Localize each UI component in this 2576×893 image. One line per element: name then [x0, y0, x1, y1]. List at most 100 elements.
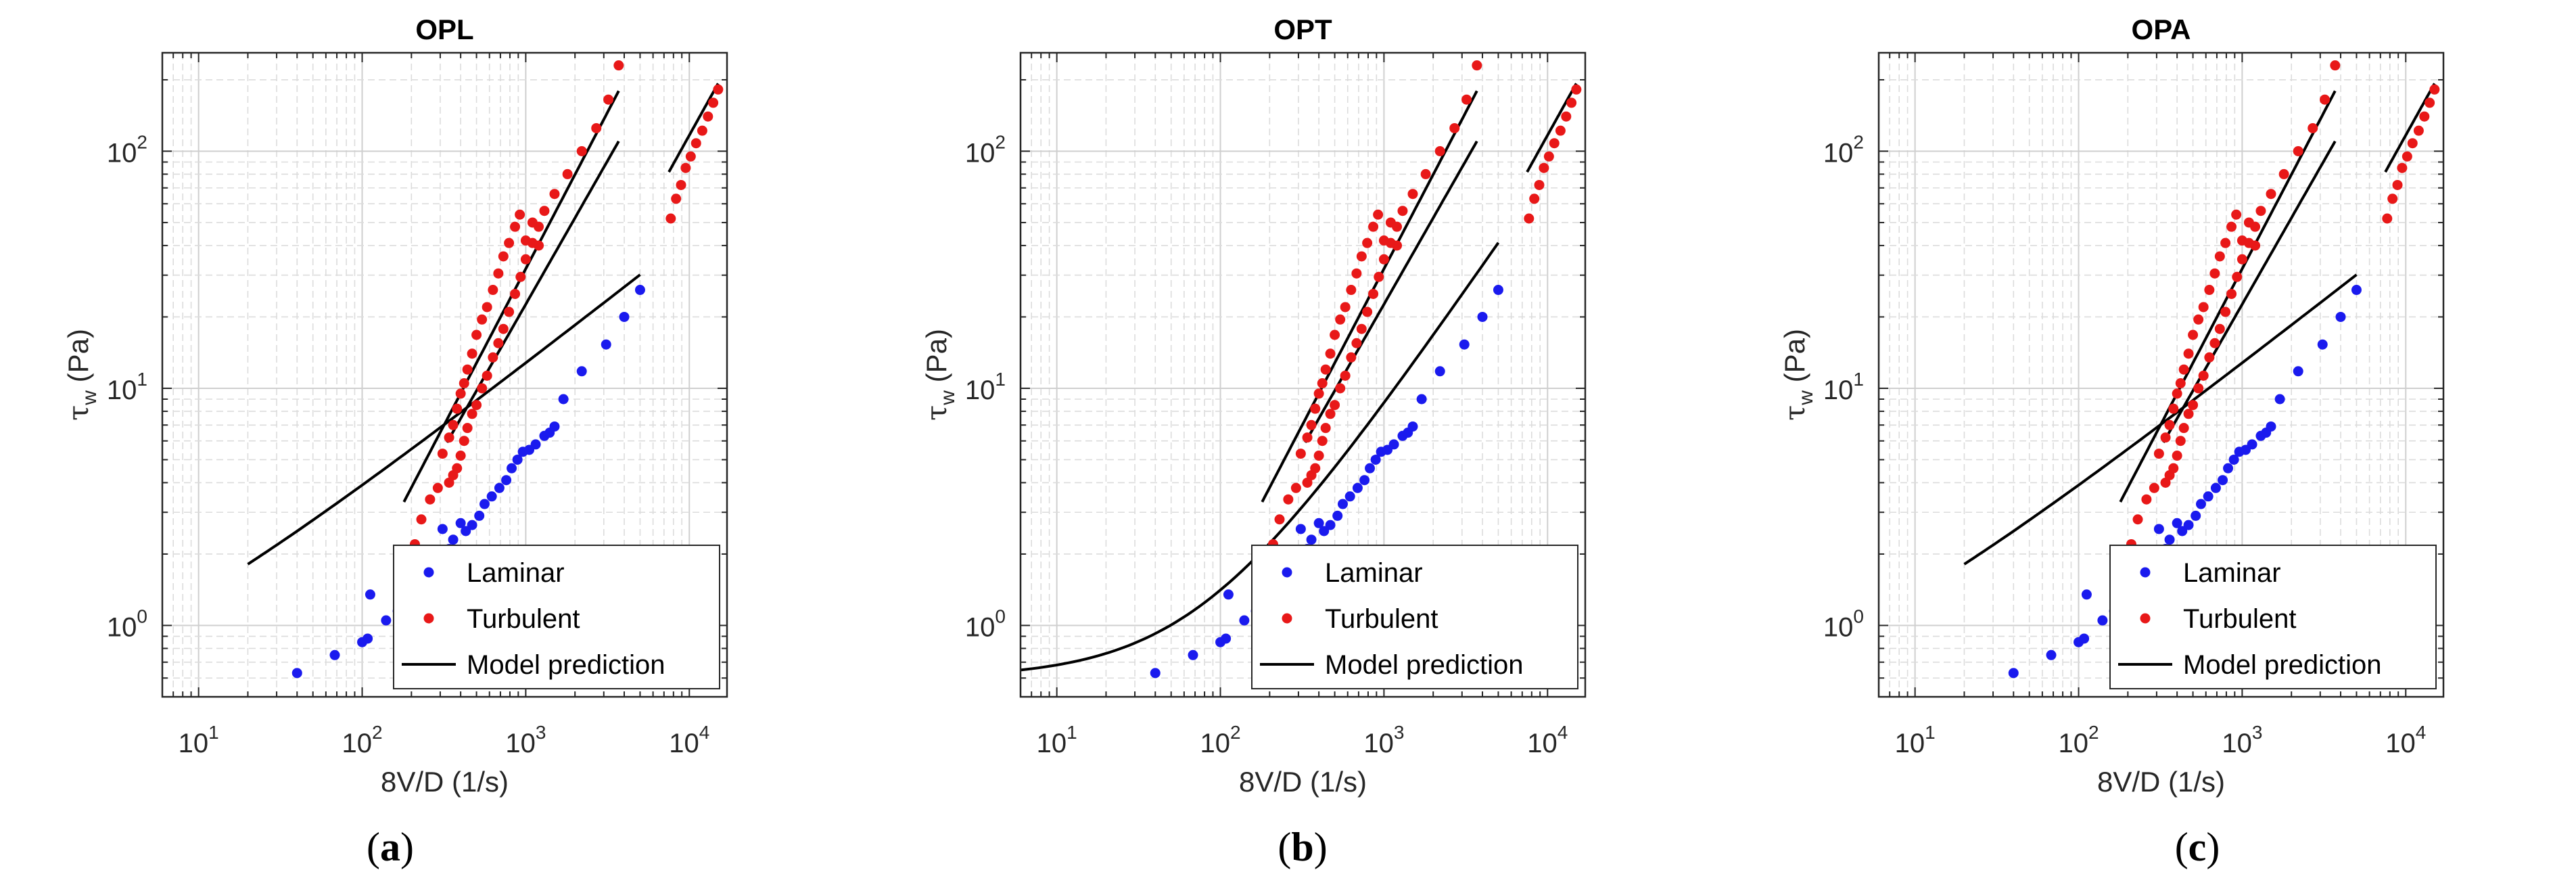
turbulent-point [2209, 338, 2220, 348]
turbulent-point [2397, 162, 2408, 173]
laminar-point [1295, 524, 1306, 534]
x-tick-label: 104 [2385, 722, 2426, 758]
legend-label-model: Model prediction [1325, 650, 1524, 680]
turbulent-point [527, 237, 538, 248]
turbulent-point [471, 400, 482, 411]
turbulent-point [2382, 213, 2393, 224]
sub-label-a: (a) [367, 825, 414, 869]
chart-opa: 101 102 103 104 100 101 102 OPA 8V/D (1/s) τw (Pa… [1778, 14, 2445, 798]
turbulent-point [697, 125, 707, 136]
turbulent-point [2175, 436, 2186, 446]
turbulent-point [1362, 237, 1373, 248]
turbulent-point [1461, 94, 1472, 105]
turbulent-point [452, 463, 463, 474]
laminar-point [549, 421, 560, 432]
turbulent-point [1302, 477, 1313, 488]
laminar-point [1359, 475, 1370, 486]
turbulent-point [1368, 221, 1379, 232]
axes-box [1877, 51, 2445, 698]
laminar-point [2223, 463, 2234, 474]
turbulent-point [1335, 383, 1346, 394]
turbulent-point [603, 94, 614, 105]
laminar-point [2274, 394, 2285, 405]
turbulent-point [2320, 94, 2331, 105]
laminar-point [2266, 421, 2276, 432]
turbulent-point [2220, 237, 2231, 248]
turbulent-point [1539, 162, 1549, 173]
laminar-point [2293, 366, 2303, 377]
laminar-point [2164, 534, 2175, 545]
turbulent-point [1534, 179, 1545, 190]
y-tick-label: 101 [107, 369, 147, 405]
x-axis-label: 8V/D (1/s) [381, 766, 509, 798]
y-tick-label: 100 [965, 605, 1006, 642]
x-axis-label: 8V/D (1/s) [1239, 766, 1367, 798]
turbulent-point [1529, 193, 1540, 204]
laminar-point [2203, 491, 2214, 502]
turbulent-point [2232, 271, 2243, 282]
laminar-point [1325, 520, 1336, 530]
turbulent-point [2419, 111, 2430, 122]
x-tick-label: 102 [2058, 722, 2099, 758]
turbulent-point [2160, 432, 2171, 443]
turbulent-point [448, 419, 459, 430]
turbulent-point [2198, 302, 2209, 313]
laminar-point [576, 366, 587, 377]
turbulent-point [459, 378, 469, 389]
laminar-point [2351, 285, 2362, 296]
turbulent-point [1555, 125, 1566, 136]
laminar-point [1306, 534, 1317, 545]
turbulent-point [2172, 451, 2182, 461]
laminar-point [2191, 510, 2201, 521]
turbulent-point [1356, 251, 1367, 262]
legend-label-turbulent: Turbulent [1325, 604, 1438, 634]
turbulent-point [2160, 477, 2171, 488]
x-tick-label: 101 [179, 722, 219, 758]
laminar-point [486, 491, 497, 502]
turbulent-point [1306, 419, 1317, 430]
laminar-point [1352, 482, 1363, 493]
turbulent-point [1449, 122, 1460, 133]
legend: Laminar Turbulent Model prediction [1251, 545, 1578, 689]
laminar-point [494, 482, 505, 493]
laminar-point [2172, 518, 2182, 528]
laminar-point [479, 499, 490, 509]
turbulent-point [2250, 221, 2261, 232]
laminar-point [362, 633, 373, 644]
turbulent-point [1325, 348, 1336, 359]
laminar-point [2046, 649, 2057, 660]
turbulent-point [576, 145, 587, 156]
laminar-point [329, 649, 340, 660]
turbulent-point [504, 237, 515, 248]
x-tick-label: 102 [1200, 722, 1240, 758]
laminar-point [558, 394, 569, 405]
turbulent-point [2168, 403, 2179, 414]
laminar-point [2008, 668, 2019, 679]
x-tick-label: 103 [1363, 722, 1404, 758]
legend: Laminar Turbulent Model prediction [393, 545, 720, 689]
legend-marker-turbulent [1282, 613, 1292, 624]
ticks [1878, 53, 2443, 697]
laminar-point [381, 615, 392, 626]
legend-marker-turbulent [2140, 613, 2151, 624]
laminar-point [507, 463, 517, 474]
turbulent-point [498, 323, 509, 334]
laminar-point [2183, 520, 2194, 530]
turbulent-point [2164, 419, 2175, 430]
chart-opl: 101 102 103 104 100 101 102 OPL 8V/D (1/s) τw (Pa… [62, 14, 728, 798]
turbulent-point [2231, 209, 2242, 220]
x-tick-label: 103 [2222, 722, 2262, 758]
turbulent-point [1320, 364, 1331, 375]
laminar-point [2247, 439, 2257, 450]
laminar-point [501, 475, 512, 486]
turbulent-point [1374, 271, 1384, 282]
turbulent-point [467, 348, 477, 359]
laminar-point [1239, 615, 1250, 626]
turbulent-point [1274, 514, 1285, 525]
laminar-point [1416, 394, 1427, 405]
turbulent-point [2132, 514, 2143, 525]
x-axis-label: 8V/D (1/s) [2097, 766, 2225, 798]
turbulent-point [708, 97, 719, 108]
turbulent-point [2255, 206, 2266, 216]
turbulent-point [515, 209, 525, 220]
